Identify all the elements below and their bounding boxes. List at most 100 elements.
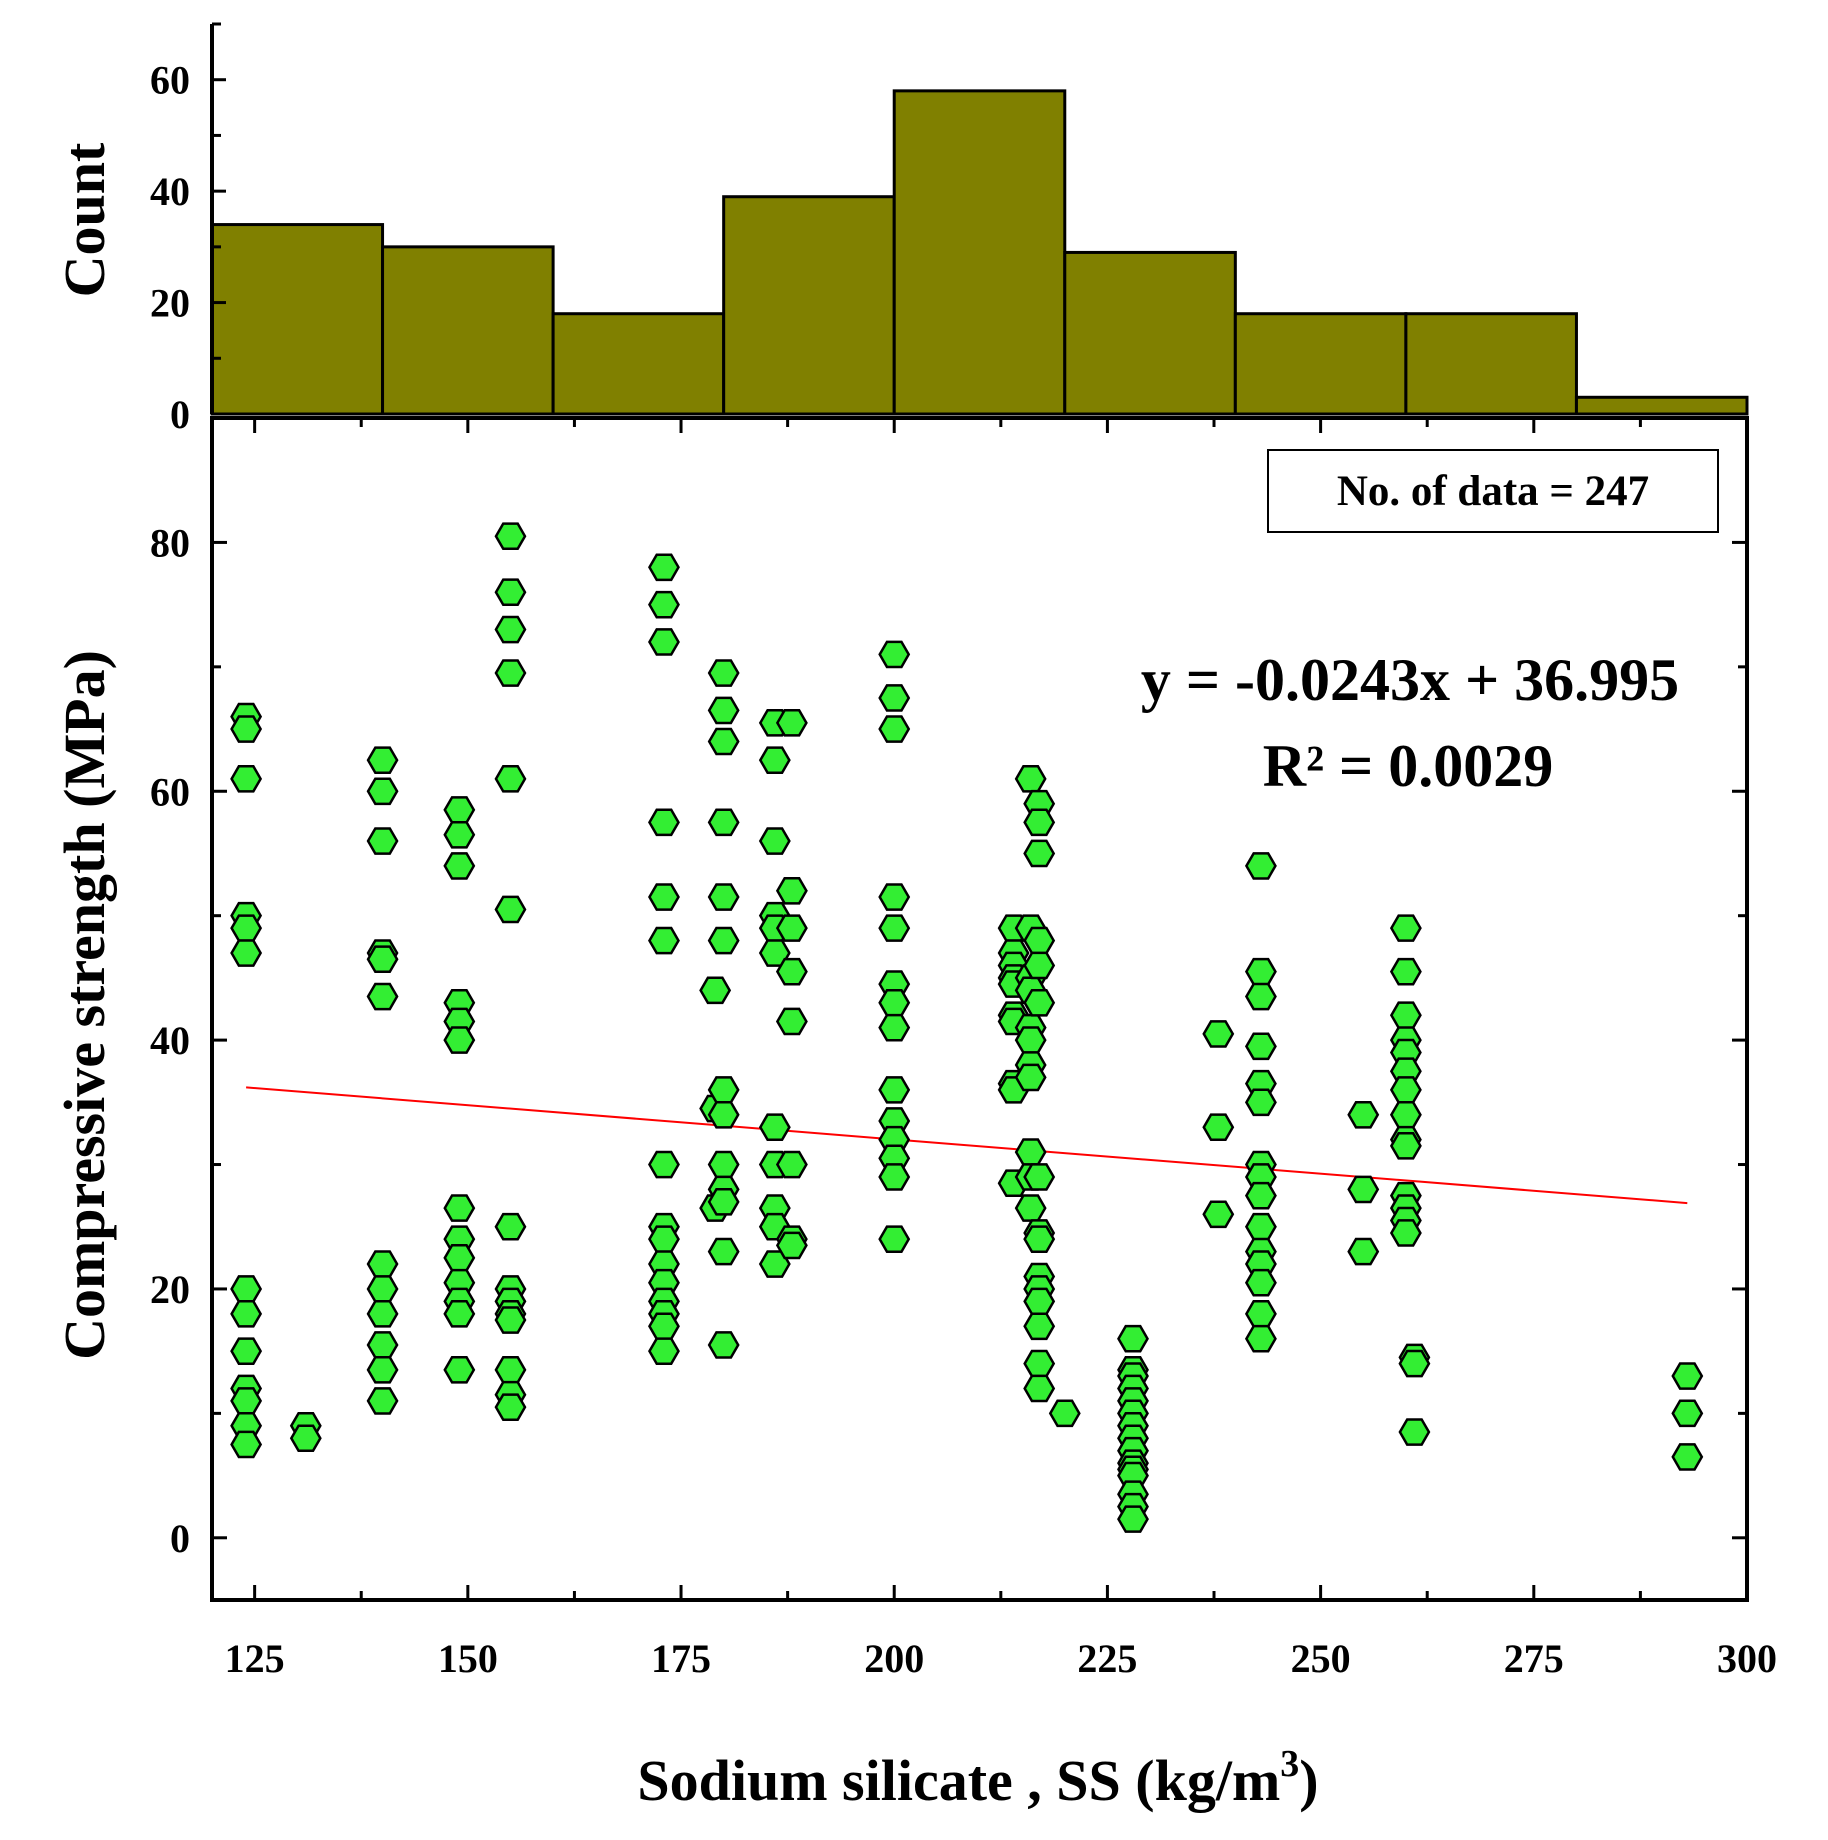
- scatter-point: [699, 976, 732, 1005]
- scatter-point: [443, 796, 476, 824]
- scatter-point: [758, 827, 791, 855]
- scatter-point: [230, 1275, 263, 1303]
- scatter-point: [443, 821, 476, 849]
- scatter-point: [1398, 1349, 1431, 1378]
- histogram-bar-6: [1063, 250, 1237, 416]
- scatter-x-axis-title: Sodium silicate , SS (kg/m3): [637, 1743, 1318, 1813]
- scatter-point: [878, 883, 911, 911]
- scatter-point: [775, 876, 808, 905]
- scatter-point: [1023, 988, 1056, 1017]
- data-count-label: No. of data = 247: [1337, 468, 1649, 515]
- scatter-point: [1014, 765, 1047, 793]
- scatter-point: [443, 1300, 476, 1328]
- scatter-point: [1023, 808, 1056, 837]
- scatter-y-tick-label: 60: [150, 769, 190, 814]
- histogram-y-tick-label: 20: [150, 281, 190, 326]
- scatter-y-tick-label: 80: [150, 520, 190, 565]
- scatter-point: [1389, 1132, 1422, 1160]
- scatter-point: [707, 1331, 740, 1359]
- scatter-point: [775, 1231, 808, 1260]
- scatter-point: [230, 914, 263, 942]
- histogram-panel: 0 20 40 60 Count: [52, 22, 1749, 437]
- scatter-point: [775, 914, 808, 942]
- scatter-point: [1048, 1399, 1081, 1428]
- histogram-y-tick-label: 60: [150, 58, 190, 103]
- scatter-point: [648, 808, 680, 837]
- scatter-point: [878, 1076, 911, 1104]
- scatter-point: [775, 709, 808, 737]
- scatter-point: [775, 957, 808, 986]
- scatter-point: [1117, 1505, 1149, 1533]
- scatter-point: [758, 1113, 791, 1142]
- scatter-point: [707, 926, 740, 955]
- scatter-point: [366, 1331, 399, 1359]
- scatter-x-tick-label: 125: [225, 1636, 285, 1681]
- scatter-point: [366, 1300, 399, 1328]
- scatter-point: [1244, 1212, 1277, 1241]
- scatter-point: [443, 1026, 476, 1054]
- scatter-point: [878, 914, 911, 942]
- scatter-point: [443, 852, 476, 880]
- scatter-point: [775, 1150, 808, 1179]
- histogram-bar-8: [1404, 312, 1578, 416]
- scatter-point: [366, 1356, 399, 1384]
- scatter-point: [494, 1393, 527, 1421]
- scatter-point: [648, 1337, 680, 1365]
- scatter-point: [443, 1244, 476, 1272]
- scatter-point: [648, 1225, 680, 1253]
- scatter-point: [494, 659, 527, 687]
- scatter-point: [1389, 914, 1422, 942]
- scatter-point: [1202, 1200, 1235, 1229]
- scatter-point: [1023, 951, 1056, 980]
- histogram-y-axis-title: Count: [52, 142, 117, 297]
- scatter-points: [230, 522, 1704, 1533]
- scatter-point: [707, 659, 740, 687]
- scatter-point: [366, 982, 399, 1011]
- scatter-point: [230, 1337, 263, 1365]
- scatter-point: [878, 684, 911, 712]
- scatter-x-ticks: 125 150 175 200 225 250 275 300: [225, 418, 1777, 1681]
- scatter-y-ticks: 0 20 40 60 80: [150, 416, 1747, 1561]
- scatter-point: [1347, 1175, 1380, 1204]
- histogram-bar-1: [210, 223, 385, 416]
- histogram-bars: [210, 89, 1749, 416]
- scatter-point: [1117, 1324, 1149, 1353]
- scatter-point: [1023, 1287, 1056, 1316]
- scatter-point: [1398, 1418, 1431, 1446]
- scatter-point: [648, 883, 680, 911]
- x-axis-title-superscript: 3: [1280, 1743, 1299, 1785]
- histogram-y-tick-label: 40: [150, 169, 190, 214]
- scatter-x-tick-label: 200: [864, 1636, 924, 1681]
- scatter-point: [1244, 1300, 1277, 1328]
- x-axis-title-main: Sodium silicate , SS (kg/m: [637, 1748, 1280, 1813]
- scatter-point: [1389, 1076, 1422, 1104]
- scatter-point: [494, 1306, 527, 1334]
- scatter-point: [230, 1430, 263, 1459]
- scatter-point: [494, 1212, 527, 1241]
- scatter-point: [1671, 1443, 1704, 1471]
- scatter-point: [1023, 926, 1056, 955]
- histogram-y-tick-label: 0: [170, 392, 190, 437]
- scatter-point: [1023, 1374, 1056, 1403]
- scatter-point: [494, 615, 527, 644]
- scatter-point: [648, 1312, 680, 1341]
- scatter-point: [648, 1150, 680, 1179]
- scatter-point: [758, 746, 791, 774]
- scatter-point: [1389, 1001, 1422, 1030]
- scatter-point: [1014, 1063, 1047, 1092]
- scatter-point: [878, 1013, 911, 1042]
- scatter-point: [648, 590, 680, 619]
- scatter-point: [1347, 1237, 1380, 1266]
- scatter-point: [1244, 1032, 1277, 1061]
- scatter-point: [1389, 1100, 1422, 1129]
- scatter-point: [878, 1163, 911, 1191]
- scatter-point: [707, 1076, 740, 1104]
- histogram-bar-5: [892, 89, 1067, 416]
- scatter-point: [1389, 957, 1422, 986]
- histogram-bar-3: [551, 312, 726, 416]
- histogram-bar-4: [722, 195, 896, 416]
- scatter-point: [443, 1194, 476, 1222]
- scatter-point: [1202, 1020, 1235, 1048]
- scatter-y-tick-label: 0: [170, 1516, 190, 1561]
- trendline: [246, 1086, 1688, 1205]
